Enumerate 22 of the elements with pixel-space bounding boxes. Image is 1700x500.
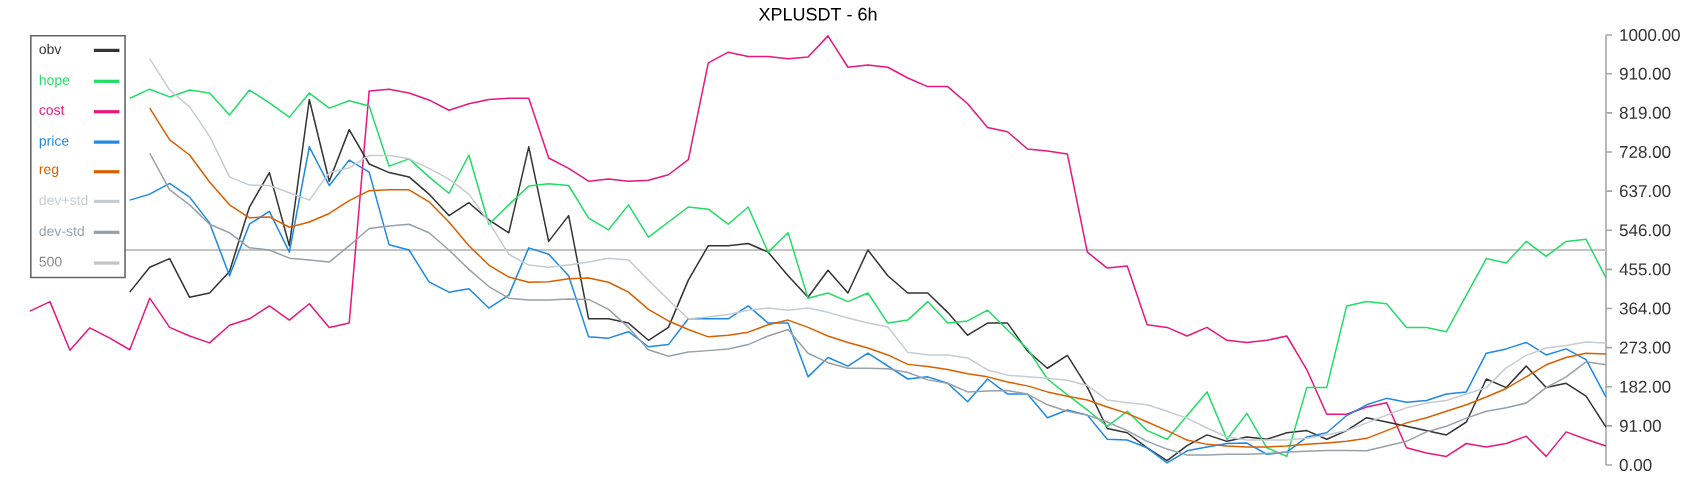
line-series xyxy=(29,35,1607,458)
y-tick-label: 1000.00 xyxy=(1620,29,1680,42)
legend-label: obv xyxy=(39,43,62,55)
y-tick-label: 273.00 xyxy=(1619,341,1671,354)
y-tick-label: 91.00 xyxy=(1619,419,1661,432)
y-tick-label: 910.00 xyxy=(1619,67,1671,80)
y-tick-label: 728.00 xyxy=(1619,145,1671,158)
y-tick-label: 455.00 xyxy=(1619,263,1671,276)
legend-label: price xyxy=(39,135,69,149)
y-tick-label: 819.00 xyxy=(1619,106,1671,119)
y-tick-label: 182.00 xyxy=(1620,380,1671,393)
y-tick-label: 364.00 xyxy=(1619,302,1671,315)
chart-title: XPLUSDT - 6h xyxy=(758,7,877,21)
legend-label: dev+std xyxy=(39,194,88,206)
legend-label: hope xyxy=(39,74,70,88)
text: reg xyxy=(39,166,59,177)
y-tick-label: 0.00 xyxy=(1619,459,1652,472)
ref-line-label: 500 xyxy=(39,256,62,267)
legend-label: dev-std xyxy=(39,225,84,237)
y-tick-label: 546.00 xyxy=(1619,224,1671,237)
y-tick-label: 637.00 xyxy=(1619,185,1671,198)
legend-label: cost xyxy=(39,105,65,115)
